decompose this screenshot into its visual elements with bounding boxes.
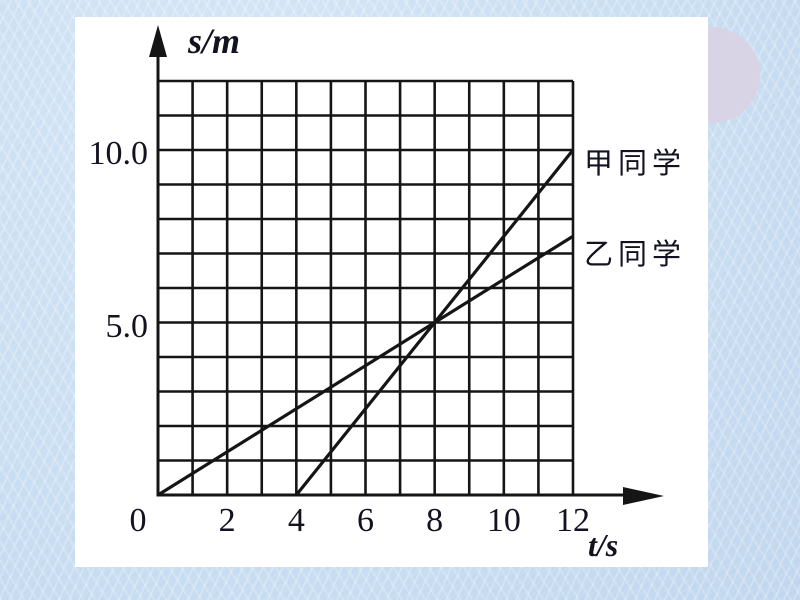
x-tick-label: 10	[486, 502, 521, 539]
x-tick-label: 6	[356, 502, 374, 539]
series-line-2	[157, 234, 574, 497]
y-tick-label: 10.0	[88, 135, 149, 172]
x-axis-arrow-icon	[623, 487, 664, 505]
x-tick-label: 2	[218, 502, 236, 539]
chart-panel	[75, 17, 708, 567]
x-axis-label: t/s	[588, 527, 619, 563]
x-tick-label: 8	[426, 502, 444, 539]
y-tick-label: 5.0	[105, 307, 149, 345]
x-tick-label: 0	[129, 502, 147, 539]
series-label-1: 甲同学	[584, 146, 687, 180]
x-tick-label: 4	[287, 502, 305, 539]
series-label-2: 乙同学	[584, 237, 687, 272]
y-axis-label: s/m	[188, 21, 241, 61]
x-tick-label: 12	[555, 502, 590, 539]
y-axis-arrow-icon	[149, 25, 167, 57]
